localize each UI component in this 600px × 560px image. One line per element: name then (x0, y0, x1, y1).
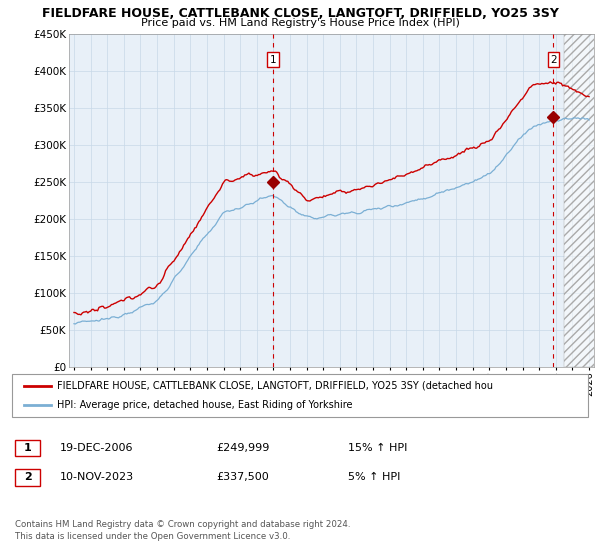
Text: Price paid vs. HM Land Registry's House Price Index (HPI): Price paid vs. HM Land Registry's House … (140, 18, 460, 29)
Text: 5% ↑ HPI: 5% ↑ HPI (348, 472, 400, 482)
Text: HPI: Average price, detached house, East Riding of Yorkshire: HPI: Average price, detached house, East… (57, 400, 353, 410)
Text: Contains HM Land Registry data © Crown copyright and database right 2024.: Contains HM Land Registry data © Crown c… (15, 520, 350, 529)
Text: 19-DEC-2006: 19-DEC-2006 (60, 443, 133, 453)
Text: £249,999: £249,999 (216, 443, 269, 453)
Text: 15% ↑ HPI: 15% ↑ HPI (348, 443, 407, 453)
Text: This data is licensed under the Open Government Licence v3.0.: This data is licensed under the Open Gov… (15, 532, 290, 541)
Text: FIELDFARE HOUSE, CATTLEBANK CLOSE, LANGTOFT, DRIFFIELD, YO25 3SY: FIELDFARE HOUSE, CATTLEBANK CLOSE, LANGT… (41, 7, 559, 20)
Text: £337,500: £337,500 (216, 472, 269, 482)
Text: 10-NOV-2023: 10-NOV-2023 (60, 472, 134, 482)
Text: 1: 1 (24, 443, 31, 453)
Text: 2: 2 (24, 472, 31, 482)
Text: FIELDFARE HOUSE, CATTLEBANK CLOSE, LANGTOFT, DRIFFIELD, YO25 3SY (detached hou: FIELDFARE HOUSE, CATTLEBANK CLOSE, LANGT… (57, 381, 493, 391)
Text: 1: 1 (269, 54, 276, 64)
Text: 2: 2 (550, 54, 557, 64)
